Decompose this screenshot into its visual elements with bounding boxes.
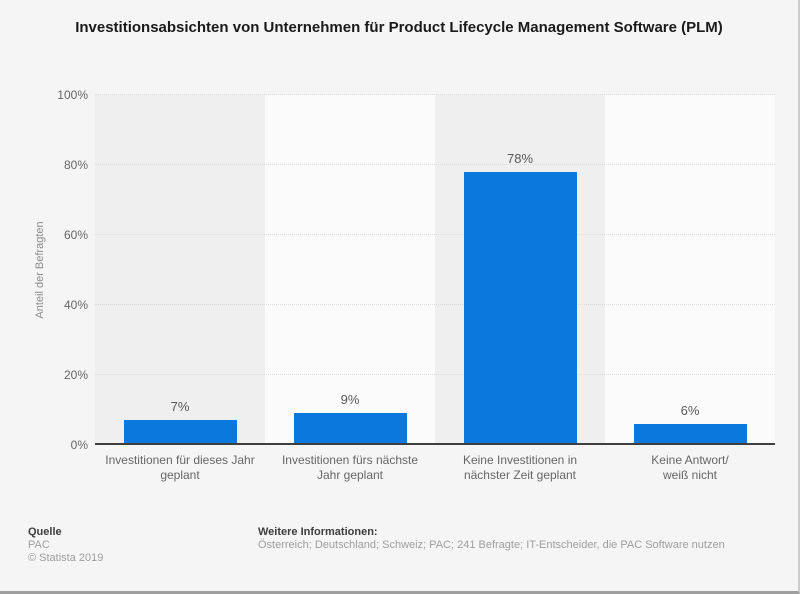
copyright: © Statista 2019 <box>28 552 104 564</box>
x-axis-line <box>95 443 775 445</box>
info-label: Weitere Informationen: <box>258 526 378 538</box>
category-band <box>605 95 775 445</box>
bar[interactable] <box>123 420 237 443</box>
bar-value-label: 9% <box>340 392 360 407</box>
x-axis-category-label: Investitionen fürs nächste Jahr geplant <box>265 453 435 483</box>
bar-value-label: 78% <box>506 151 534 166</box>
y-axis-title: Anteil der Befragten <box>34 221 46 319</box>
y-axis-tick-label: 40% <box>63 298 88 312</box>
gridline <box>95 94 775 95</box>
source-block: Quelle PAC © Statista 2019 <box>28 526 103 565</box>
x-axis-category-label: Keine Antwort/weiß nicht <box>605 453 775 483</box>
category-band <box>265 95 435 445</box>
category-band <box>95 95 265 445</box>
x-axis-category-label-line: Keine Antwort/ <box>651 453 729 467</box>
y-axis-tick-label: 60% <box>63 228 88 242</box>
bar-value-label: 7% <box>170 399 190 414</box>
x-axis-category-label-line: geplant <box>160 468 200 482</box>
x-axis-category-label-line: Investitionen fürs nächste <box>281 453 419 467</box>
x-axis-category-label-line: Investitionen für dieses Jahr <box>105 453 255 467</box>
y-axis-tick-label: 20% <box>63 368 88 382</box>
bar-value-label: 6% <box>680 403 700 418</box>
bar[interactable] <box>633 424 747 443</box>
bar[interactable] <box>293 413 407 443</box>
info-block: Weitere Informationen: Österreich; Deuts… <box>258 526 725 552</box>
y-axis-tick-label: 100% <box>57 88 88 102</box>
gridline <box>95 164 775 165</box>
x-axis-category-label: Investitionen für dieses Jahr geplant <box>95 453 265 483</box>
x-axis-category-label-line: Keine Investitionen in <box>462 453 578 467</box>
x-axis-category-label-line: Jahr geplant <box>316 468 384 482</box>
gridline <box>95 234 775 235</box>
gridline <box>95 304 775 305</box>
source-label: Quelle <box>28 526 62 538</box>
y-axis-tick-label: 80% <box>63 158 88 172</box>
source-name: PAC <box>28 539 50 551</box>
bar[interactable] <box>463 172 577 443</box>
info-text: Österreich; Deutschland; Schweiz; PAC; 2… <box>258 539 725 551</box>
x-axis-category-label-line: nächster Zeit geplant <box>463 468 577 482</box>
x-axis-category-label: Keine Investitionen in nächster Zeit gepl… <box>435 453 605 483</box>
gridline <box>95 374 775 375</box>
y-axis-tick-label: 0% <box>70 438 88 452</box>
chart-title: Investitionsabsichten von Unternehmen fü… <box>75 19 723 36</box>
x-axis-category-label-line: weiß nicht <box>662 468 718 482</box>
